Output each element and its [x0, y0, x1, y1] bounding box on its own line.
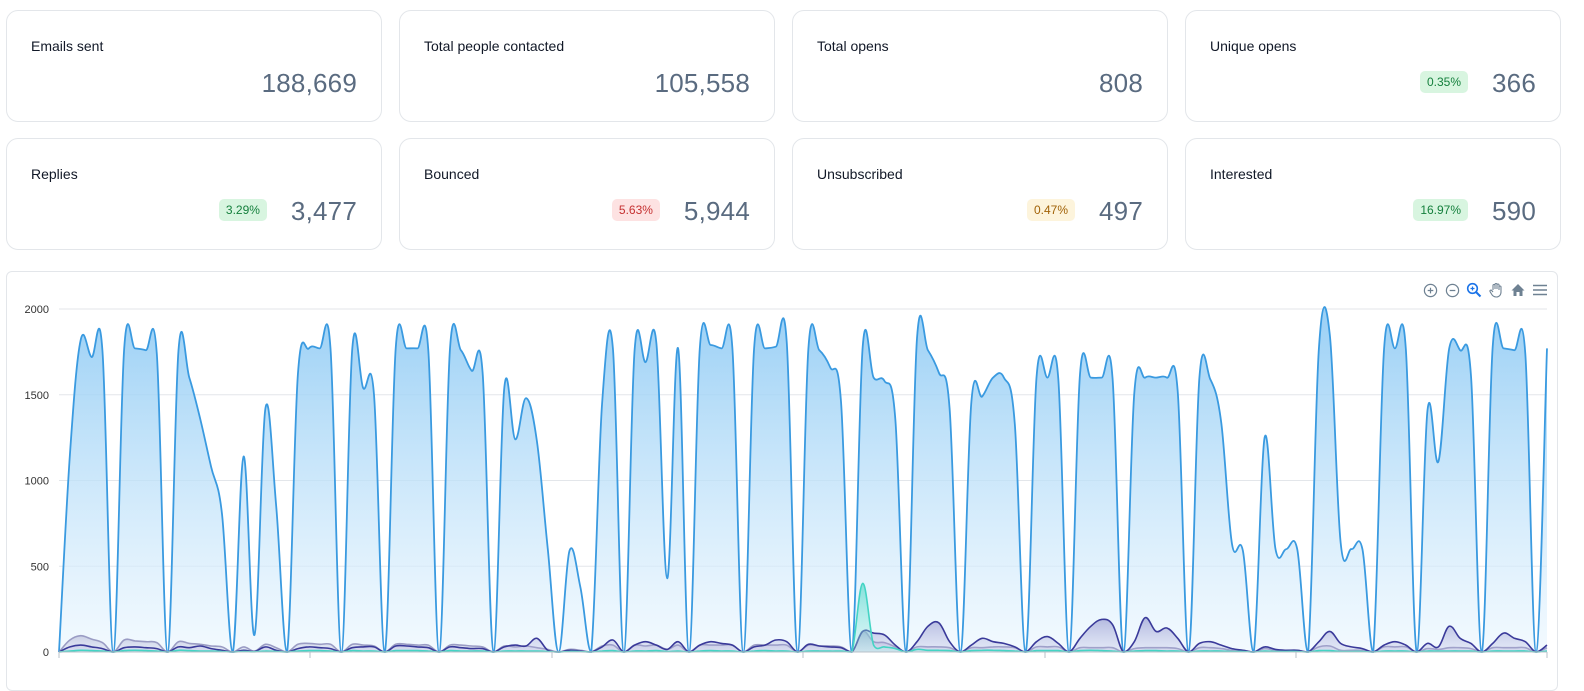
- stat-label: Interested: [1210, 166, 1273, 182]
- stat-card: Bounced 5,944 5.63%: [399, 138, 775, 250]
- stat-percent-badge: 0.47%: [1026, 199, 1076, 221]
- stat-percent-badge: 0.35%: [1419, 71, 1469, 93]
- stat-card: Replies 3,477 3.29%: [6, 138, 382, 250]
- zoom-out-icon[interactable]: [1443, 281, 1461, 299]
- stat-value: 188,669: [261, 68, 357, 98]
- stat-label: Unsubscribed: [817, 166, 903, 182]
- stat-value: 5,944: [683, 196, 750, 226]
- y-axis: 0 500 1000 1500 2000: [25, 304, 49, 659]
- stat-card: Interested 590 16.97%: [1185, 138, 1561, 250]
- stat-label: Replies: [31, 166, 78, 182]
- series-group: [58, 306, 1548, 653]
- stat-card: Total opens 808: [792, 10, 1168, 122]
- menu-icon[interactable]: [1531, 281, 1549, 299]
- zoom-in-icon[interactable]: [1421, 281, 1439, 299]
- home-icon[interactable]: [1509, 281, 1527, 299]
- stat-value: 808: [1099, 68, 1143, 98]
- y-tick-label: 0: [43, 647, 49, 659]
- stat-value: 366: [1492, 68, 1536, 98]
- series-line-opens[interactable]: [58, 616, 1548, 653]
- selection-zoom-icon[interactable]: [1465, 281, 1483, 299]
- stats-grid: Emails sent 188,669 Total people contacted…: [6, 10, 1576, 250]
- stat-percent-badge: 5.63%: [611, 199, 660, 221]
- stat-card: Unsubscribed 497 0.47%: [792, 138, 1168, 250]
- y-tick-label: 1000: [25, 476, 49, 488]
- series-area-opens: [59, 617, 1547, 652]
- pan-hand-icon[interactable]: [1487, 281, 1505, 299]
- stat-label: Total opens: [817, 38, 889, 54]
- stat-value: 497: [1099, 196, 1143, 226]
- stat-card: Total people contacted 105,558: [399, 10, 775, 122]
- stat-card: Emails sent 188,669: [6, 10, 382, 122]
- y-tick-label: 1500: [25, 390, 49, 402]
- chart-panel: 0 500 1000 1500 2000: [6, 271, 1558, 691]
- stat-label: Unique opens: [1210, 38, 1297, 54]
- stat-label: Bounced: [424, 166, 480, 182]
- y-tick-label: 2000: [25, 304, 49, 316]
- series-line-sent[interactable]: [58, 306, 1548, 653]
- chart-toolbar: [1421, 281, 1549, 299]
- stat-card: Unique opens 366 0.35%: [1185, 10, 1561, 122]
- x-axis: [58, 651, 1548, 658]
- stat-value: 590: [1492, 196, 1536, 226]
- y-tick-label: 500: [31, 561, 49, 573]
- area-chart: 0 500 1000 1500 2000: [25, 304, 1548, 659]
- stat-label: Total people contacted: [424, 38, 565, 54]
- series-area-sent: [59, 307, 1547, 652]
- stat-label: Emails sent: [31, 38, 104, 54]
- stat-value: 3,477: [290, 196, 357, 226]
- stat-value: 105,558: [654, 68, 750, 98]
- stat-percent-badge: 3.29%: [218, 199, 267, 221]
- stat-percent-badge: 16.97%: [1413, 199, 1469, 221]
